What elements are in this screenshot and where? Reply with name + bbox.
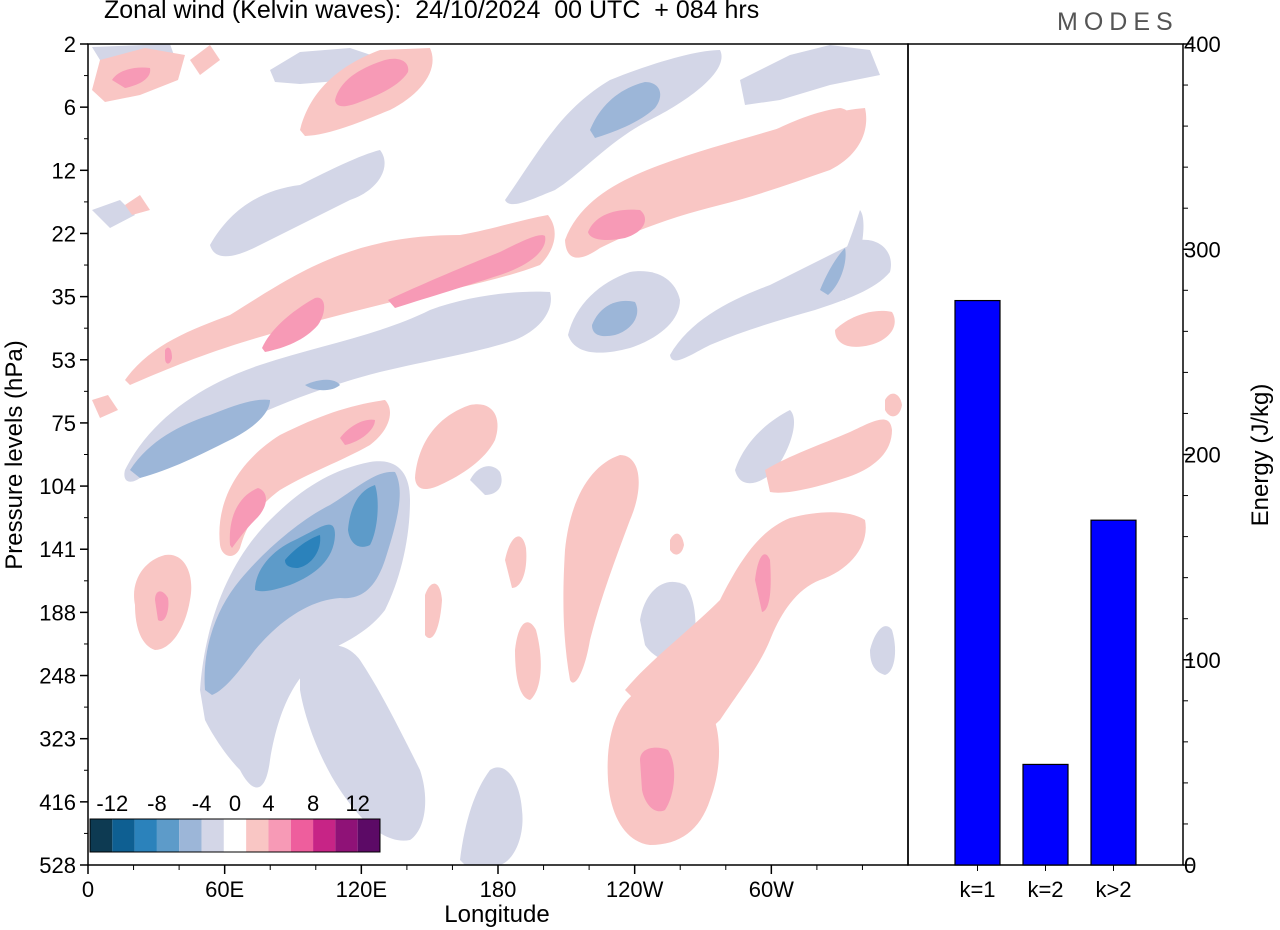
wind-contour-field: [92, 44, 902, 865]
energy-panel-frame: [907, 43, 1184, 866]
brand-logo: MODES: [1057, 8, 1179, 36]
x-tick-label: 60E: [205, 877, 244, 902]
y-tick-label: 416: [39, 790, 76, 815]
colorbar: -12 -8 -4 0 4 8 12: [89, 791, 381, 853]
colorbar-swatch: [223, 819, 247, 852]
y-tick-label: 22: [52, 221, 76, 246]
colorbar-swatch: [90, 819, 113, 852]
bar-category-label: k=1: [959, 877, 995, 902]
colorbar-frame: [89, 818, 381, 853]
pressure-axis: 2 6 12 22 35 53 75 104 141 188 248 323 416 528: [39, 32, 88, 878]
core-negative-regions: [255, 485, 378, 592]
colorbar-label: 4: [262, 791, 274, 816]
y-tick-label: 104: [39, 474, 76, 499]
colorbar-label: -4: [192, 791, 212, 816]
colorbar-swatch: [335, 819, 358, 852]
bar-category-label: k=2: [1027, 877, 1063, 902]
y-tick-label: 2: [64, 32, 76, 57]
x-tick-label: 60W: [749, 877, 794, 902]
colorbar-label: 0: [229, 791, 241, 816]
y-tick-label: 141: [39, 537, 76, 562]
energy-tick-label: 300: [1184, 237, 1221, 262]
energy-bars: k=1 k=2 k>2: [954, 299, 1137, 902]
bar-category-label: k>2: [1095, 877, 1131, 902]
colorbar-label: 12: [345, 791, 369, 816]
y-tick-label: 53: [52, 348, 76, 373]
energy-axis-label: Energy (J/kg): [1247, 384, 1274, 527]
colorbar-swatch: [201, 819, 224, 852]
y-tick-label: 323: [39, 727, 76, 752]
y-tick-label: 75: [52, 411, 76, 436]
x-axis-label: Longitude: [444, 901, 549, 928]
longitude-axis: 0 60E 120E 180 120W 60W: [82, 865, 863, 902]
energy-tick-label: 400: [1184, 32, 1221, 57]
colorbar-label: 8: [307, 791, 319, 816]
colorbar-swatch: [268, 819, 291, 852]
energy-bar-3: [1090, 519, 1137, 866]
colorbar-swatch: [246, 819, 269, 852]
colorbar-label: -12: [96, 791, 128, 816]
y-tick-label: 248: [39, 664, 76, 689]
energy-axis: 0 100 200 300 400: [1183, 32, 1221, 878]
colorbar-swatch: [290, 819, 314, 852]
strong-positive-regions: [112, 58, 771, 812]
energy-tick-label: 0: [1184, 853, 1196, 878]
y-tick-label: 6: [64, 95, 76, 120]
x-tick-label: 120E: [336, 877, 387, 902]
colorbar-swatch: [112, 819, 135, 852]
y-tick-label: 188: [39, 600, 76, 625]
colorbar-swatch: [313, 819, 336, 852]
y-axis-label: Pressure levels (hPa): [1, 340, 28, 569]
colorbar-label: -8: [147, 791, 167, 816]
colorbar-swatch: [179, 819, 202, 852]
colorbar-swatch: [156, 819, 180, 852]
y-tick-label: 528: [39, 853, 76, 878]
energy-tick-label: 100: [1184, 648, 1221, 673]
energy-bar-1: [954, 299, 1001, 866]
x-tick-label: 120W: [606, 877, 664, 902]
x-tick-label: 180: [480, 877, 517, 902]
energy-bar-2: [1022, 763, 1069, 866]
colorbar-swatch: [357, 819, 380, 852]
energy-tick-label: 200: [1184, 443, 1221, 468]
y-tick-label: 12: [52, 158, 76, 183]
x-tick-label: 0: [82, 877, 94, 902]
chart-title: Zonal wind (Kelvin waves): 24/10/2024 00…: [104, 0, 760, 24]
colorbar-swatch: [134, 819, 157, 852]
y-tick-label: 35: [52, 285, 76, 310]
positive-anomaly-regions: [92, 45, 902, 845]
